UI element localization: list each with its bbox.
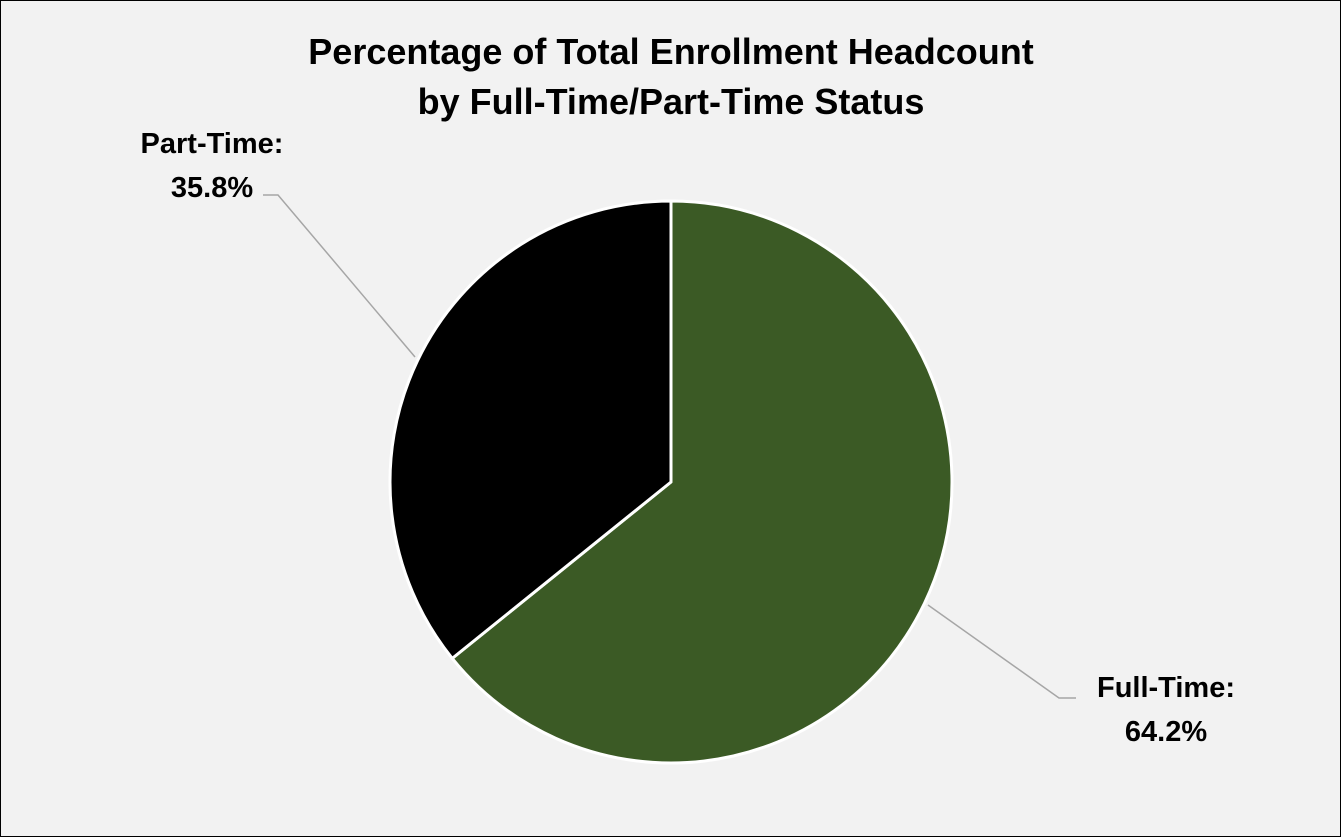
pie-slices: [388, 199, 954, 765]
full-time-label-value: 64.2%: [1125, 716, 1207, 748]
full-time-label-name: Full-Time:: [1097, 672, 1235, 704]
part-time-leader-line: [263, 194, 416, 358]
chart-title-line-2: by Full-Time/Part-Time Status: [418, 81, 925, 122]
full-time-leader-line: [927, 604, 1076, 699]
part-time-label-name: Part-Time:: [141, 128, 284, 160]
chart-title-line-1: Percentage of Total Enrollment Headcount: [308, 31, 1033, 72]
part-time-label-value: 35.8%: [171, 172, 253, 204]
pie-slice-part-time: [388, 199, 673, 660]
pie-slice-full-time: [450, 199, 954, 765]
